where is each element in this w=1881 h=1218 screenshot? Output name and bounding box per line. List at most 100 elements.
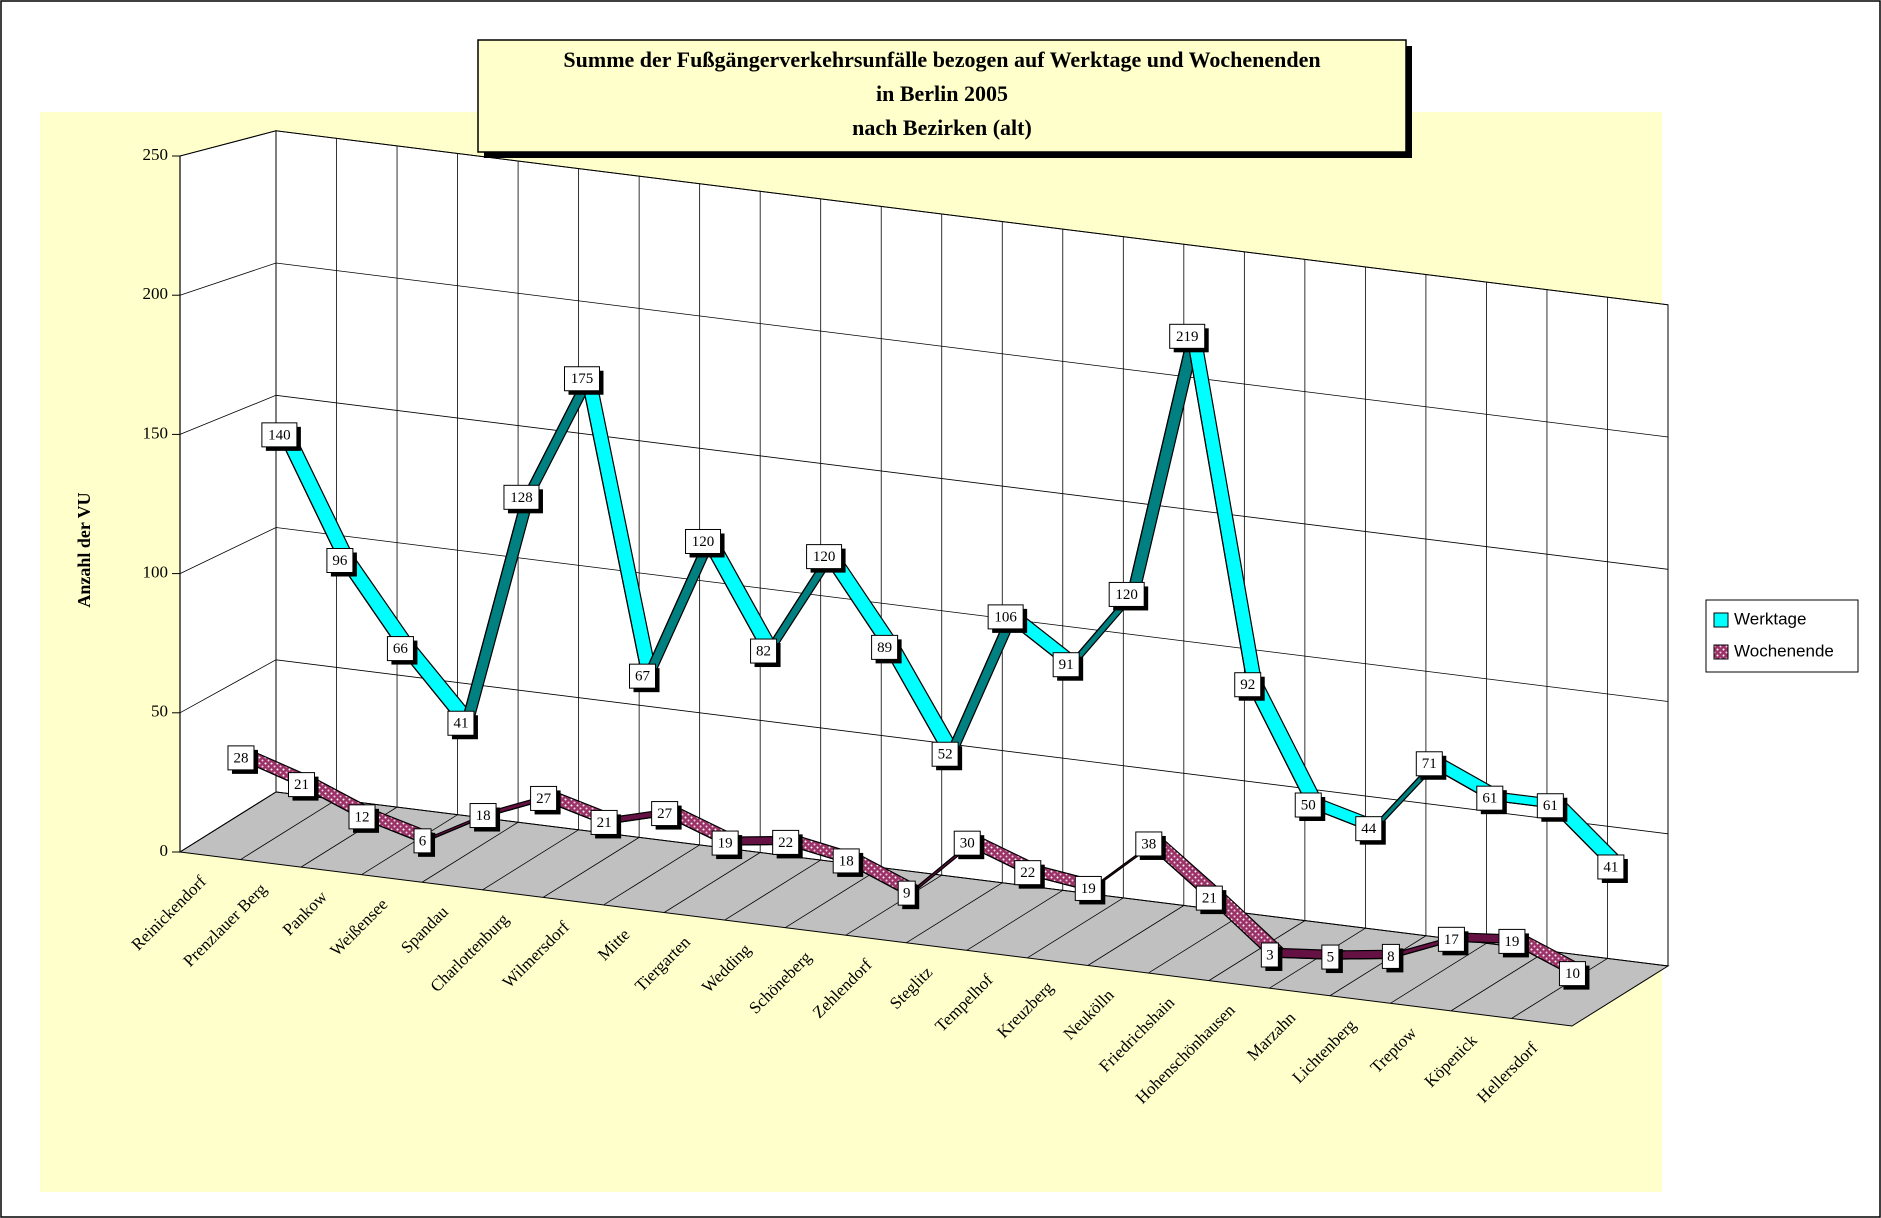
label-box — [326, 548, 354, 574]
floor-grid-line — [361, 814, 458, 876]
label-box — [651, 801, 679, 827]
data-label: 71 — [1422, 756, 1437, 772]
data-label: 82 — [756, 643, 771, 659]
label-box — [685, 528, 722, 554]
floor-grid-line — [542, 837, 640, 898]
data-label: 66 — [393, 641, 409, 657]
data-label: 27 — [536, 791, 552, 807]
data-label: 18 — [839, 853, 854, 869]
grid-line — [179, 659, 1669, 835]
floor-grid-line — [1390, 942, 1487, 1004]
y-tick-label: 150 — [143, 423, 169, 442]
data-label: 96 — [332, 553, 348, 569]
label-box — [1195, 885, 1223, 911]
label-box — [447, 710, 475, 736]
legend-swatch — [1713, 644, 1729, 660]
title: Summe der Fußgängerverkehrsunfälle bezog… — [563, 47, 1320, 72]
data-label: 3 — [1266, 947, 1274, 963]
label-box — [1415, 751, 1443, 777]
label-box — [871, 634, 899, 660]
label-box — [1234, 672, 1262, 698]
data-label: 106 — [994, 609, 1017, 625]
label-box — [1074, 875, 1102, 901]
label-box — [1536, 793, 1564, 819]
data-label: 22 — [778, 835, 793, 851]
label-box — [386, 636, 414, 662]
label-box — [1108, 581, 1145, 607]
data-label: 19 — [718, 835, 733, 851]
data-label: 6 — [419, 833, 427, 849]
data-label: 18 — [476, 808, 491, 824]
floor-grid-line — [421, 821, 519, 883]
y-axis-title: Anzahl der VU — [74, 492, 94, 607]
data-label: 8 — [1387, 949, 1395, 965]
data-label: 30 — [960, 836, 975, 852]
grid-line — [179, 527, 1669, 702]
data-label: 61 — [1543, 798, 1558, 814]
floor-grid-line — [724, 859, 821, 921]
y-tick-label: 0 — [160, 841, 169, 860]
data-label: 9 — [903, 886, 911, 902]
data-label: 41 — [453, 716, 468, 732]
label-box — [530, 785, 558, 811]
data-label: 5 — [1327, 949, 1335, 965]
floor-grid-line — [603, 844, 700, 906]
label-box — [503, 484, 540, 510]
label-box — [413, 828, 432, 854]
label-box — [1355, 816, 1383, 842]
label-box — [1135, 831, 1163, 857]
data-label: 12 — [355, 809, 370, 825]
data-label: 22 — [1020, 865, 1035, 881]
floor-grid-line — [1027, 897, 1124, 959]
y-tick-label: 100 — [143, 563, 169, 582]
label-box — [750, 638, 778, 664]
floor-grid-line — [240, 799, 337, 860]
data-label: 50 — [1301, 797, 1316, 813]
title: in Berlin 2005 — [876, 81, 1008, 106]
title: nach Bezirken (alt) — [852, 115, 1032, 140]
data-label: 120 — [813, 549, 836, 565]
legend-label: Werktage — [1734, 609, 1806, 628]
label-box — [288, 772, 316, 798]
legend — [1705, 599, 1859, 673]
label-box — [261, 422, 298, 448]
legend-label: Wochenende — [1734, 641, 1834, 660]
label-box — [1597, 854, 1625, 880]
data-label: 21 — [597, 815, 612, 831]
floor-grid-line — [1087, 905, 1185, 966]
grid-line — [179, 394, 1669, 570]
floor-grid-line — [1450, 950, 1548, 1012]
label-box — [806, 544, 843, 570]
label-box — [987, 604, 1024, 630]
data-label: 128 — [510, 490, 533, 506]
label-box — [227, 745, 255, 771]
data-label: 52 — [938, 747, 953, 763]
legend-swatch — [1713, 612, 1729, 628]
label-box — [832, 848, 860, 874]
title-box — [477, 39, 1407, 153]
data-label: 61 — [1482, 791, 1497, 807]
data-label: 89 — [877, 640, 892, 656]
data-label: 92 — [1240, 677, 1255, 693]
data-label: 91 — [1059, 657, 1074, 673]
data-label: 21 — [294, 777, 309, 793]
label-box — [897, 880, 916, 906]
data-label: 10 — [1565, 966, 1580, 982]
data-label: 44 — [1361, 821, 1377, 837]
floor-grid-line — [663, 852, 761, 913]
label-box — [1498, 928, 1526, 954]
data-label: 27 — [657, 806, 673, 822]
floor-grid-line — [966, 890, 1063, 951]
data-label: 120 — [1115, 587, 1138, 603]
label-box — [1169, 323, 1206, 349]
label-box — [590, 809, 618, 835]
data-label: 19 — [1081, 881, 1096, 897]
label-box — [629, 663, 657, 689]
data-label: 120 — [692, 534, 715, 550]
floor-grid-line — [482, 829, 579, 891]
data-label: 17 — [1444, 932, 1460, 948]
floor-grid-line — [845, 874, 942, 936]
data-label: 67 — [635, 669, 651, 685]
label-box — [931, 741, 959, 767]
